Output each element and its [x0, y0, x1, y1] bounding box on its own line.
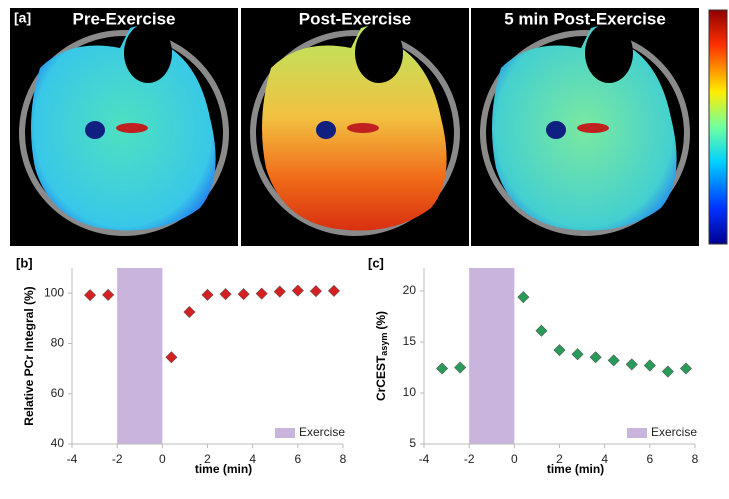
y-axis-label-part: Relative PCr Integral (%) — [22, 286, 36, 425]
data-point — [662, 366, 673, 377]
data-point — [84, 289, 95, 300]
data-point — [184, 306, 195, 317]
data-point — [328, 285, 339, 296]
x-tick-label: 6 — [294, 452, 301, 466]
data-point — [238, 288, 249, 299]
data-point — [608, 355, 619, 366]
panel-label: [c] — [368, 255, 384, 270]
legend-swatch — [627, 428, 647, 438]
x-tick-label: 8 — [692, 452, 699, 466]
data-point — [536, 325, 547, 336]
data-point — [202, 289, 213, 300]
y-axis-label: Relative PCr Integral (%) — [22, 286, 36, 425]
x-tick-label: -4 — [67, 452, 78, 466]
data-point — [166, 352, 177, 363]
y-tick-label: 100 — [44, 285, 64, 299]
y-tick-label: 40 — [51, 436, 65, 450]
figure: [a] Pre-Exercise Post-Exercise 5 min Pos… — [0, 0, 729, 494]
colorbar — [709, 10, 727, 244]
shaded-region — [469, 268, 514, 444]
shaded-region — [117, 268, 162, 444]
data-point — [436, 363, 447, 374]
x-tick-label: 0 — [511, 452, 518, 466]
data-point — [454, 362, 465, 373]
y-tick-label: 10 — [403, 385, 417, 399]
mri-image — [241, 8, 469, 246]
y-axis-label-part: asym — [379, 333, 389, 356]
y-axis-label: CrCESTasym (%) — [374, 311, 389, 401]
x-axis-label: time (min) — [195, 462, 252, 476]
mri-panels: [a] Pre-Exercise Post-Exercise 5 min Pos… — [10, 8, 727, 246]
data-point — [590, 352, 601, 363]
x-tick-label: -4 — [419, 452, 430, 466]
data-point — [102, 289, 113, 300]
data-point — [572, 349, 583, 360]
y-axis-label-part: (%) — [374, 311, 388, 330]
y-tick-label: 60 — [51, 386, 65, 400]
image-title: Pre-Exercise — [72, 9, 175, 28]
y-tick-label: 5 — [409, 436, 416, 450]
y-tick-label: 80 — [51, 336, 65, 350]
data-point — [310, 285, 321, 296]
y-axis-label-part: CrCEST — [374, 355, 388, 401]
image-title: 5 min Post-Exercise — [504, 9, 666, 28]
data-point — [274, 286, 285, 297]
x-tick-label: -2 — [464, 452, 475, 466]
x-tick-label: 6 — [646, 452, 653, 466]
legend-label: Exercise — [299, 425, 345, 439]
data-point — [518, 291, 529, 302]
data-point — [220, 288, 231, 299]
legend-swatch — [275, 428, 295, 438]
x-tick-label: 0 — [159, 452, 166, 466]
panel-label: [b] — [16, 255, 33, 270]
data-point — [680, 363, 691, 374]
x-tick-label: -2 — [112, 452, 123, 466]
image-title: Post-Exercise — [299, 9, 411, 28]
panel-label: [a] — [14, 10, 31, 26]
x-axis-label: time (min) — [547, 462, 604, 476]
mri-image — [471, 8, 699, 246]
mri-image — [10, 8, 238, 246]
data-point — [292, 285, 303, 296]
y-tick-label: 20 — [403, 283, 417, 297]
data-point — [256, 288, 267, 299]
data-point — [626, 359, 637, 370]
x-tick-label: 8 — [340, 452, 347, 466]
legend-label: Exercise — [651, 425, 697, 439]
data-point — [644, 360, 655, 371]
y-tick-label: 15 — [403, 334, 417, 348]
data-point — [554, 344, 565, 355]
